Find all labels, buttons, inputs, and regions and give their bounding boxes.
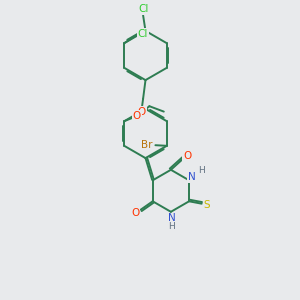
Text: O: O: [133, 111, 141, 121]
Text: N: N: [188, 172, 196, 182]
Text: O: O: [138, 107, 146, 117]
Text: N: N: [168, 213, 176, 224]
Text: Cl: Cl: [138, 4, 148, 14]
Text: S: S: [204, 200, 210, 211]
Text: Br: Br: [141, 140, 152, 150]
Text: O: O: [131, 208, 140, 218]
Text: H: H: [198, 166, 205, 175]
Text: O: O: [183, 151, 191, 161]
Text: Cl: Cl: [138, 29, 148, 39]
Text: H: H: [168, 222, 175, 231]
